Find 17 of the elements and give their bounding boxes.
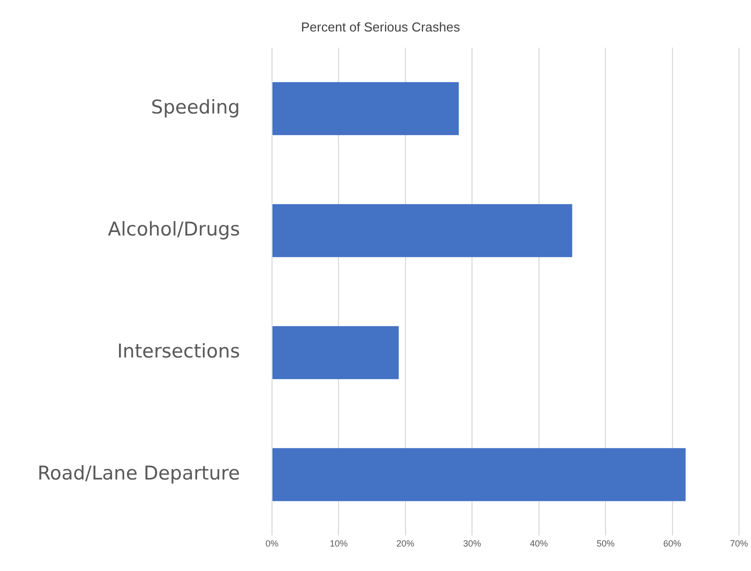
x-tick-label: 30% <box>463 538 482 548</box>
bar <box>272 448 686 502</box>
x-tick-label: 10% <box>330 538 348 548</box>
y-tick-label: Speeding <box>151 96 240 119</box>
x-tick-label: 20% <box>396 538 414 548</box>
bar <box>272 82 459 136</box>
y-tick-label: Intersections <box>117 340 240 363</box>
y-tick-label: Alcohol/Drugs <box>108 218 240 241</box>
x-tick-label: 40% <box>530 538 548 548</box>
bar <box>272 204 572 258</box>
x-tick-label: 70% <box>730 538 748 548</box>
x-tick-label: 60% <box>663 538 682 548</box>
bar <box>272 326 399 380</box>
chart-title: Percent of Serious Crashes <box>301 19 460 34</box>
x-tick-label: 50% <box>596 538 615 548</box>
x-tick-label: 0% <box>265 538 279 548</box>
y-tick-label: Road/Lane Departure <box>38 462 240 485</box>
